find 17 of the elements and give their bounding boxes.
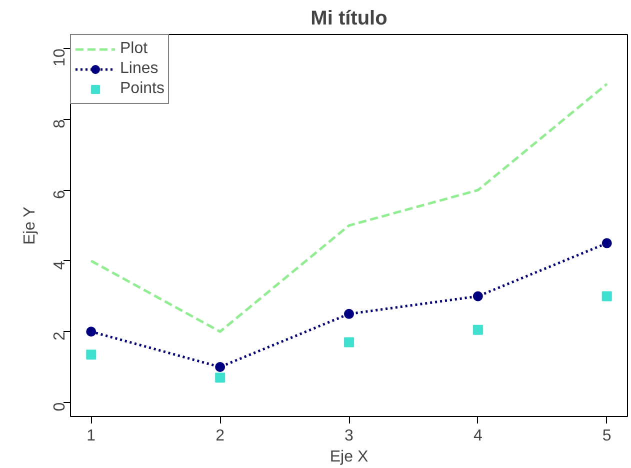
y-tick-label: 6: [52, 190, 68, 200]
x-tick-label: 1: [86, 428, 96, 444]
x-axis-title: Eje X: [330, 448, 368, 466]
y-tick-label: 0: [52, 402, 68, 412]
x-tick-label: 2: [216, 428, 225, 444]
y-tick-label: 10: [52, 48, 68, 66]
y-tick-label: 2: [52, 332, 68, 341]
chart-title: Mi título: [310, 8, 388, 30]
x-tick-label: 3: [344, 428, 354, 444]
legend-label: Points: [120, 80, 164, 98]
legend-label: Lines: [120, 60, 158, 78]
x-tick-label: 4: [473, 428, 482, 444]
legend-label: Plot: [120, 40, 148, 58]
x-tick-label: 5: [602, 428, 612, 444]
y-axis-title: Eje Y: [22, 206, 38, 245]
y-tick-label: 8: [52, 119, 68, 128]
y-tick-label: 4: [52, 260, 68, 270]
